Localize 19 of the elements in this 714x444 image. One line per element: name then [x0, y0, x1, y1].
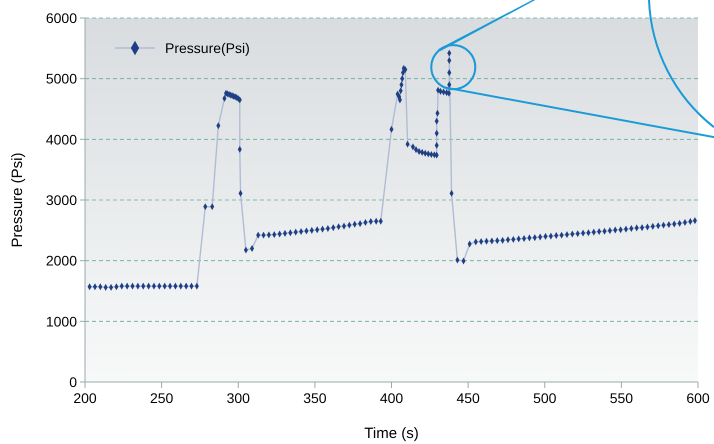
- y-tick-label: 4000: [46, 131, 78, 148]
- x-tick-label: 450: [456, 390, 480, 406]
- x-tick-label: 300: [226, 390, 250, 406]
- y-tick-label: 2000: [46, 252, 78, 269]
- x-tick-label: 400: [380, 390, 404, 406]
- y-tick-label: 1000: [46, 313, 78, 330]
- y-axis-title: Pressure (Psi): [9, 152, 26, 248]
- x-tick-label: 550: [610, 390, 634, 406]
- x-tick-label: 350: [303, 390, 327, 406]
- x-tick-label: 250: [150, 390, 174, 406]
- y-tick-label: 6000: [46, 10, 78, 26]
- y-tick-label: 3000: [46, 192, 78, 208]
- y-tick-label: 5000: [46, 70, 78, 87]
- x-tick-label: 200: [73, 390, 97, 406]
- x-tick-label: 500: [533, 390, 557, 406]
- x-axis-title: Time (s): [364, 425, 419, 442]
- x-tick-label: 600: [686, 390, 710, 406]
- y-tick-label: 0: [69, 374, 78, 390]
- legend-label: Pressure(Psi): [165, 40, 250, 56]
